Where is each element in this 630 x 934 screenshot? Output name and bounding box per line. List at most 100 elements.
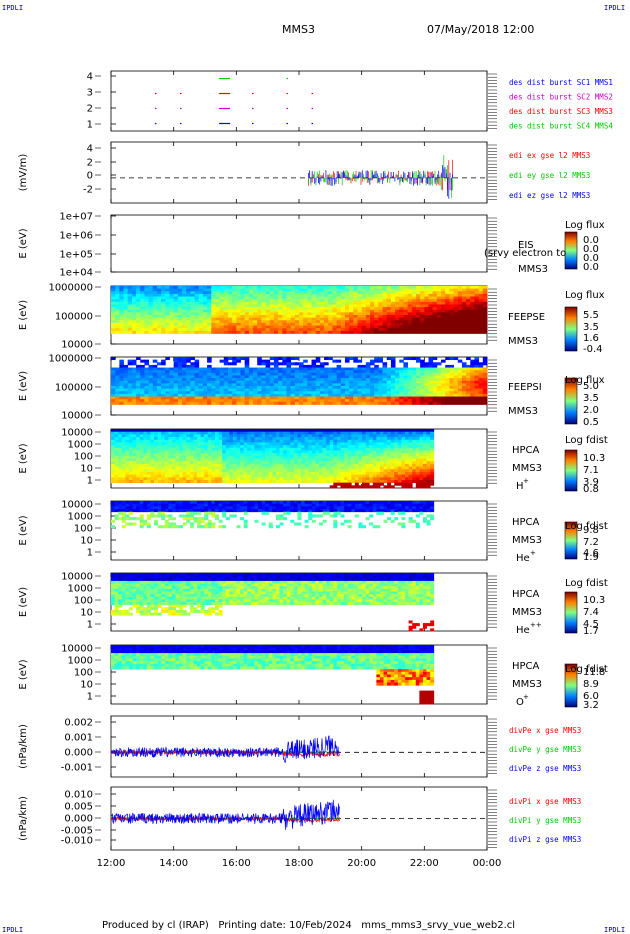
heat-cell-feepse (165, 322, 170, 326)
heat-cell-feepsi (382, 396, 388, 400)
heat-cell-feepsi (202, 386, 208, 390)
heat-cell-feepsi (324, 396, 329, 400)
heat-cell-feepsi (445, 380, 450, 384)
heat-cell-feepse (428, 315, 434, 319)
heat-cell-hpca_h (193, 439, 198, 443)
heat-cell-hpca_h (308, 437, 313, 441)
heat-cell-feepsi (244, 370, 250, 374)
legend-entry-edi-0: edi ex gse l2 MMS3 (509, 151, 590, 160)
heat-cell-hpca_h (283, 442, 288, 446)
heat-cell-feepsi (340, 388, 346, 392)
heat-cell-feepsi (236, 378, 241, 382)
heat-cell-feepsi (215, 378, 221, 382)
heat-cell-hpca_h (243, 458, 248, 462)
heat-cell-feepsi (119, 391, 124, 395)
heat-cell-feepsi (136, 399, 141, 403)
heat-cell-feepse (232, 293, 237, 297)
heat-cell-feepsi (482, 378, 488, 382)
heat-cell-hpca_h (207, 431, 212, 435)
heat-cell-feepse (319, 320, 325, 324)
heat-cell-hpca_h (118, 474, 123, 478)
heat-cell-feepsi (370, 370, 375, 374)
heat-cell-feepsi (286, 396, 292, 400)
heat-cell-feepse (428, 301, 434, 305)
heat-cell-feepse (165, 309, 170, 313)
heat-cell-feepse (136, 293, 141, 297)
heat-cell-feepse (336, 293, 342, 297)
heat-cell-hpca_h (168, 461, 173, 465)
heat-cell-feepse (202, 307, 208, 311)
heat-cell-feepse (136, 301, 141, 305)
heat-cell-feepsi (319, 396, 325, 400)
heat-cell-feepse (148, 288, 154, 292)
heat-cell-hpca_h (322, 479, 327, 484)
heat-cell-feepse (215, 296, 221, 300)
heat-cell-feepse (131, 299, 137, 303)
heat-cell-feepse (482, 315, 488, 319)
heat-cell-hpca_h (265, 439, 270, 443)
heat-cell-feepsi (453, 375, 459, 379)
heat-cell-feepsi (177, 383, 183, 387)
heat-cell-feepsi (207, 386, 212, 390)
heat-cell-hpca_h (372, 455, 377, 459)
heat-cell-hpca_h (318, 461, 323, 465)
heat-cell-hpca_h (175, 453, 180, 457)
heat-cell-feepsi (227, 378, 233, 382)
heat-cell-hpca_h (369, 445, 374, 449)
heat-cell-feepsi (265, 393, 271, 397)
heat-cell-feepsi (257, 396, 262, 400)
heat-cell-hpca_h (268, 463, 273, 467)
heat-cell-hpca_h (308, 447, 313, 451)
heat-cell-hpca_h (369, 450, 374, 454)
heat-cell-feepse (186, 312, 191, 316)
heat-cell-feepse (211, 304, 216, 308)
heat-cell-hpca_h (387, 442, 392, 446)
heat-cell-feepse (253, 322, 258, 326)
heat-cell-hpca_h (315, 461, 320, 465)
heat-cell-feepsi (411, 388, 417, 392)
heat-cell-feepse (382, 328, 388, 332)
heat-cell-hpca_h (197, 463, 202, 467)
heat-cell-hpca_h (240, 437, 245, 441)
heat-cell-hpca_h (150, 450, 155, 454)
heat-cell-feepse (357, 288, 363, 292)
heat-cell-feepsi (131, 372, 137, 376)
heat-cell-feepse (282, 320, 287, 324)
heat-cell-hpca_h (200, 431, 205, 435)
heat-cell-hpca_h (111, 429, 115, 433)
heat-cell-feepse (182, 330, 187, 334)
heat-cell-feepsi (156, 393, 162, 397)
heat-cell-feepse (136, 304, 141, 308)
heat-cell-feepse (111, 301, 116, 305)
heat-cell-feepse (428, 293, 434, 297)
heat-cell-hpca_h (139, 431, 144, 435)
colorbar-feepsi (564, 377, 578, 425)
heat-cell-hpca_h (132, 437, 137, 441)
heat-cell-feepsi (148, 401, 154, 405)
heat-cell-hpca_h (318, 463, 323, 467)
heat-cell-hpca_h (290, 442, 295, 446)
heat-cell-feepse (286, 288, 292, 292)
heat-cell-feepse (248, 307, 254, 311)
heat-cell-hpca_h (229, 429, 234, 433)
heat-cell-feepse (223, 322, 229, 326)
heat-cell-hpca_h (372, 458, 377, 462)
heat-cell-hpca_h (275, 466, 280, 470)
heat-cell-hpca_h (136, 455, 141, 459)
heat-cell-feepsi (240, 383, 246, 387)
heat-cell-feepsi (361, 393, 367, 397)
heat-cell-hpca_h (261, 447, 266, 451)
heat-cell-feepse (207, 299, 212, 303)
heat-cell-feepsi (232, 370, 237, 374)
heat-cell-feepse (207, 330, 212, 334)
heat-cell-hpca_h (150, 474, 155, 478)
sc-label-eis: MMS3 (518, 264, 548, 275)
heat-cell-feepse (353, 317, 358, 321)
heat-cell-hpca_h (261, 471, 266, 475)
heat-cell-feepse (227, 296, 233, 300)
heat-cell-feepse (223, 312, 229, 316)
heat-cell-feepse (353, 330, 358, 334)
heat-cell-feepse (165, 307, 170, 311)
heat-cell-hpca_h (358, 466, 363, 470)
